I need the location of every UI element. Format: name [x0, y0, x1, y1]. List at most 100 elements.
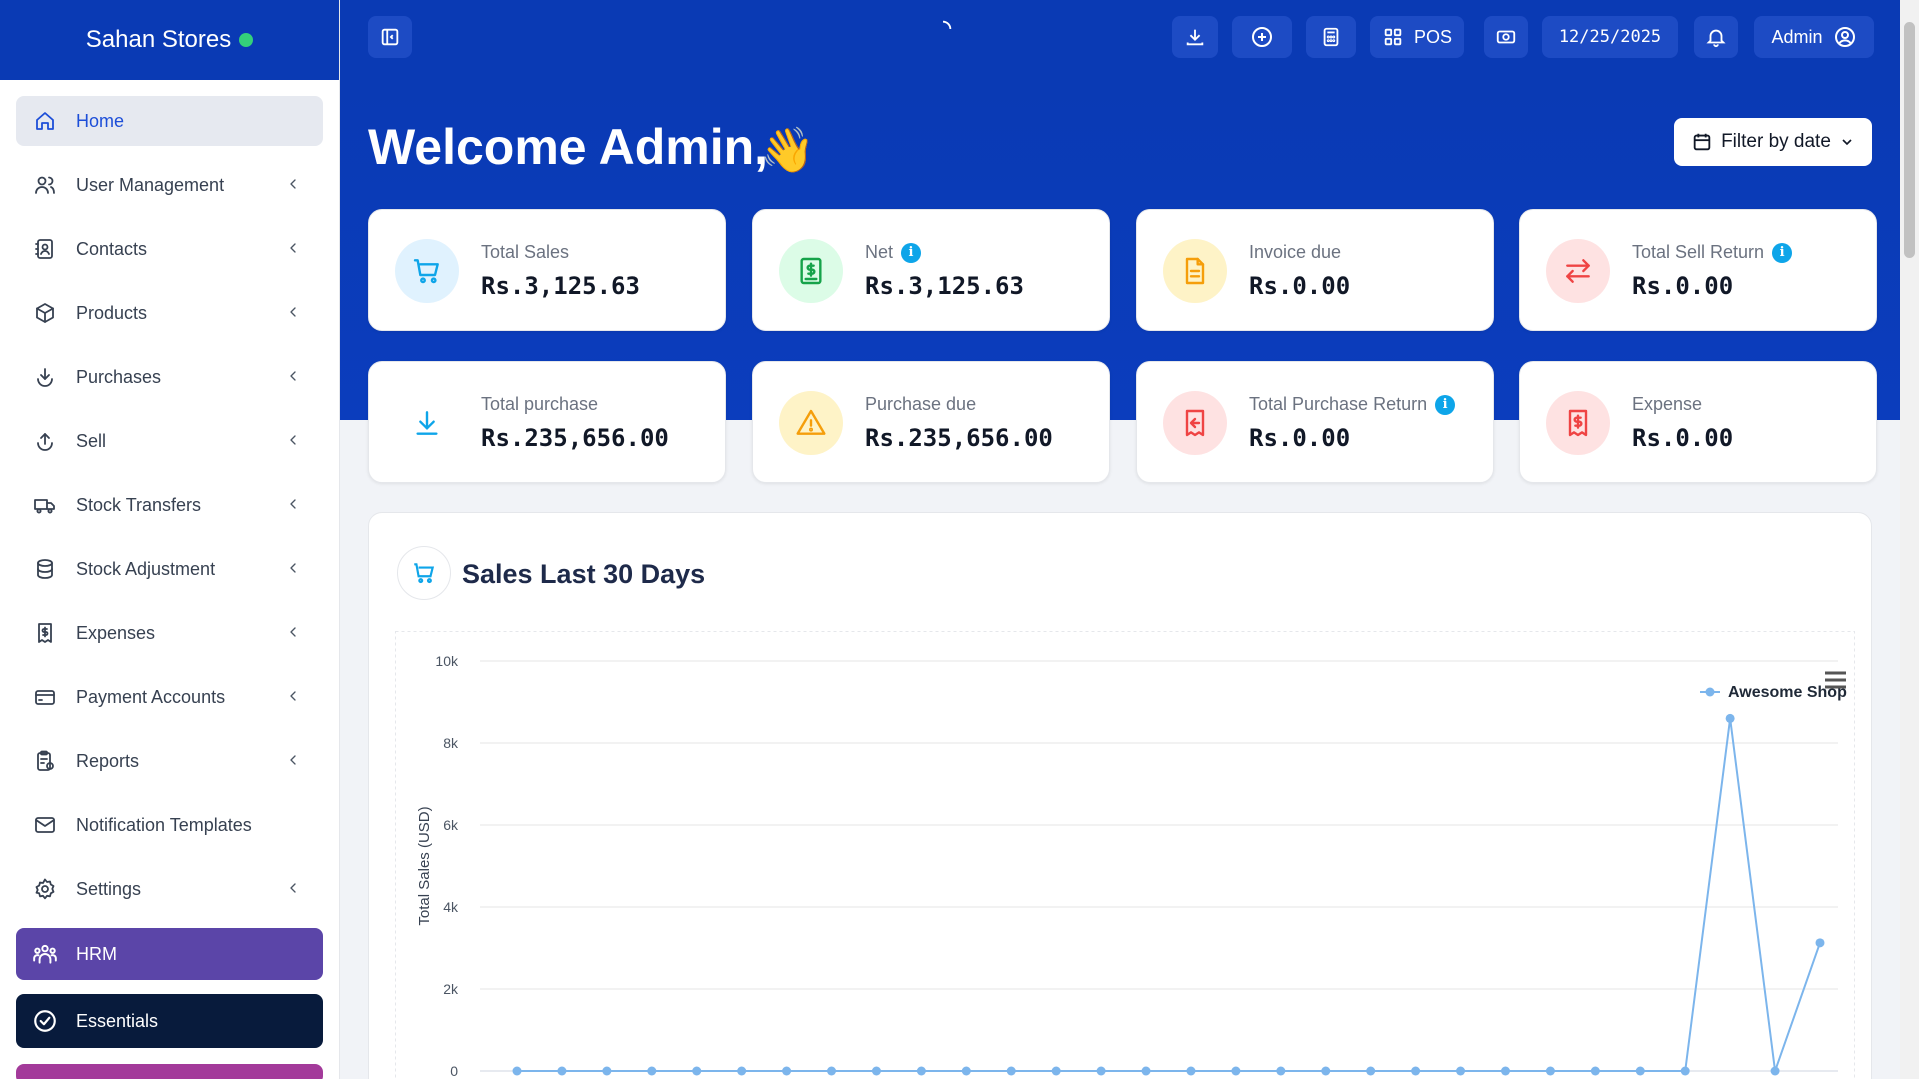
hamburger-menu-icon[interactable]: [1825, 671, 1846, 689]
cash-icon: [1496, 30, 1516, 44]
download-circle-icon: [32, 364, 58, 390]
pos-button[interactable]: POS: [1370, 16, 1464, 58]
data-point: [557, 1066, 567, 1076]
sidebar-item-label: Contacts: [76, 238, 148, 259]
data-point: [1096, 1066, 1106, 1076]
stat-label: Invoice due: [1249, 242, 1341, 263]
add-button[interactable]: [1232, 16, 1292, 58]
sidebar-item-purchases[interactable]: Purchases: [16, 352, 323, 402]
sidebar-item-label: Essentials: [76, 1010, 159, 1031]
sidebar-item-user-management[interactable]: User Management: [16, 160, 323, 210]
data-point: [737, 1066, 747, 1076]
stat-label: Total Sell Return i: [1632, 242, 1793, 263]
y-tick-label: 8k: [443, 735, 459, 751]
receipt-dollar-icon: [32, 620, 58, 646]
stat-card-total-purchase-return: Total Purchase Return i Rs.0.00: [1136, 361, 1494, 483]
sidebar-item-reports[interactable]: Reports: [16, 736, 323, 786]
date-display: 12/25/2025: [1542, 16, 1678, 58]
sidebar-item-stock-adjustment[interactable]: Stock Adjustment: [16, 544, 323, 594]
scrollbar-thumb[interactable]: [1904, 22, 1915, 258]
user-menu-button[interactable]: Admin: [1754, 16, 1874, 58]
info-icon[interactable]: i: [901, 242, 922, 263]
sidebar-item-label: Stock Adjustment: [76, 558, 216, 579]
data-point: [1815, 938, 1825, 948]
sidebar-item-home[interactable]: Home: [16, 96, 323, 146]
info-icon[interactable]: i: [1772, 242, 1793, 263]
data-point: [1770, 1066, 1780, 1076]
sidebar-item-essentials[interactable]: Essentials: [16, 994, 323, 1048]
sidebar-item-label: Expenses: [76, 622, 156, 643]
top-header: POS 12/25/2025 Admin: [340, 0, 1900, 80]
sidebar-item-label: User Management: [76, 174, 225, 195]
data-point: [871, 1066, 881, 1076]
sales-chart-card: Sales Last 30 Days 0 2k 4k 6k 8k 10k Total Sal…: [368, 512, 1872, 1079]
y-tick-label: 2k: [443, 981, 459, 997]
sidebar-toggle-button[interactable]: [368, 16, 412, 58]
notifications-button[interactable]: [1694, 16, 1738, 58]
users-icon: [32, 172, 58, 198]
sidebar-item-contacts[interactable]: Contacts: [16, 224, 323, 274]
data-point: [1231, 1066, 1241, 1076]
sidebar-item-label: Stock Transfers: [76, 494, 202, 515]
chart-title: Sales Last 30 Days: [462, 559, 706, 589]
sidebar-item-label: HRM: [76, 943, 117, 964]
sidebar-item-sell[interactable]: Sell: [16, 416, 323, 466]
sidebar-item-hrm[interactable]: HRM: [16, 928, 323, 980]
stat-label: Total purchase: [481, 394, 598, 415]
stat-label: Expense: [1632, 394, 1702, 415]
stat-label-text: Purchase due: [865, 394, 977, 414]
stat-value: Rs.0.00: [1249, 272, 1351, 300]
clipboard-report-icon: [32, 748, 58, 774]
brand-header[interactable]: Sahan Stores: [0, 0, 339, 80]
stat-label-text: Expense: [1632, 394, 1703, 414]
calendar-icon: [1693, 133, 1711, 151]
stat-value: Rs.0.00: [1632, 424, 1734, 452]
calculator-button[interactable]: [1306, 16, 1356, 58]
check-circle-icon: [32, 1008, 58, 1034]
stat-label: Net i: [865, 242, 922, 263]
stat-value: Rs.0.00: [1249, 424, 1351, 452]
warning-triangle-icon: [779, 391, 843, 455]
y-tick-label: 10k: [435, 653, 459, 669]
stat-card-total-sell-return: Total Sell Return i Rs.0.00: [1519, 209, 1877, 331]
waving-hand-icon: 👋: [760, 126, 815, 175]
y-tick-label: 4k: [443, 899, 459, 915]
credit-card-icon: [32, 684, 58, 710]
dollar-receipt-icon: [779, 239, 843, 303]
data-point: [1411, 1066, 1421, 1076]
welcome-heading: Welcome Admin,: [368, 119, 769, 175]
data-point: [827, 1066, 837, 1076]
download-button[interactable]: [1172, 16, 1218, 58]
data-point: [1141, 1066, 1151, 1076]
sidebar-item-expenses[interactable]: Expenses: [16, 608, 323, 658]
sidebar-item-label: Settings: [76, 878, 142, 899]
stat-label-text: Invoice due: [1249, 242, 1342, 262]
chevron-left-icon: [285, 624, 301, 640]
cash-register-button[interactable]: [1484, 16, 1528, 58]
sidebar-item-stock-transfers[interactable]: Stock Transfers: [16, 480, 323, 530]
sidebar-item-notification-templates[interactable]: Notification Templates: [16, 800, 323, 850]
stat-label-text: Net: [865, 242, 894, 262]
stat-label: Purchase due: [865, 394, 976, 415]
sidebar-item-label: Reports: [76, 750, 140, 771]
sales-line-chart: 0 2k 4k 6k 8k 10k Total Sales (USD) Awesome Sho…: [395, 631, 1855, 1079]
online-status-dot: [239, 33, 254, 47]
data-point: [1680, 1066, 1690, 1076]
sidebar-item-label: Payment Accounts: [76, 686, 226, 707]
stat-value: Rs.3,125.63: [865, 272, 1024, 300]
user-label: Admin: [1771, 26, 1823, 47]
sidebar: Sahan Stores Home User Management Contacts…: [0, 0, 340, 1079]
scrollbar[interactable]: [1900, 0, 1919, 1079]
sidebar-item-settings[interactable]: Settings: [16, 864, 323, 914]
grid-icon: [1384, 28, 1402, 46]
box-icon: [32, 300, 58, 326]
calculator-icon: [1323, 27, 1339, 47]
data-point: [961, 1066, 971, 1076]
info-icon[interactable]: i: [1435, 394, 1456, 415]
sidebar-item-products[interactable]: Products: [16, 288, 323, 338]
sidebar-item-label: Purchases: [76, 366, 162, 387]
filter-by-date-button[interactable]: Filter by date: [1674, 118, 1872, 166]
sidebar-item-payment-accounts[interactable]: Payment Accounts: [16, 672, 323, 722]
sidebar-item-partial[interactable]: [16, 1064, 323, 1079]
pos-label: POS: [1413, 26, 1452, 47]
